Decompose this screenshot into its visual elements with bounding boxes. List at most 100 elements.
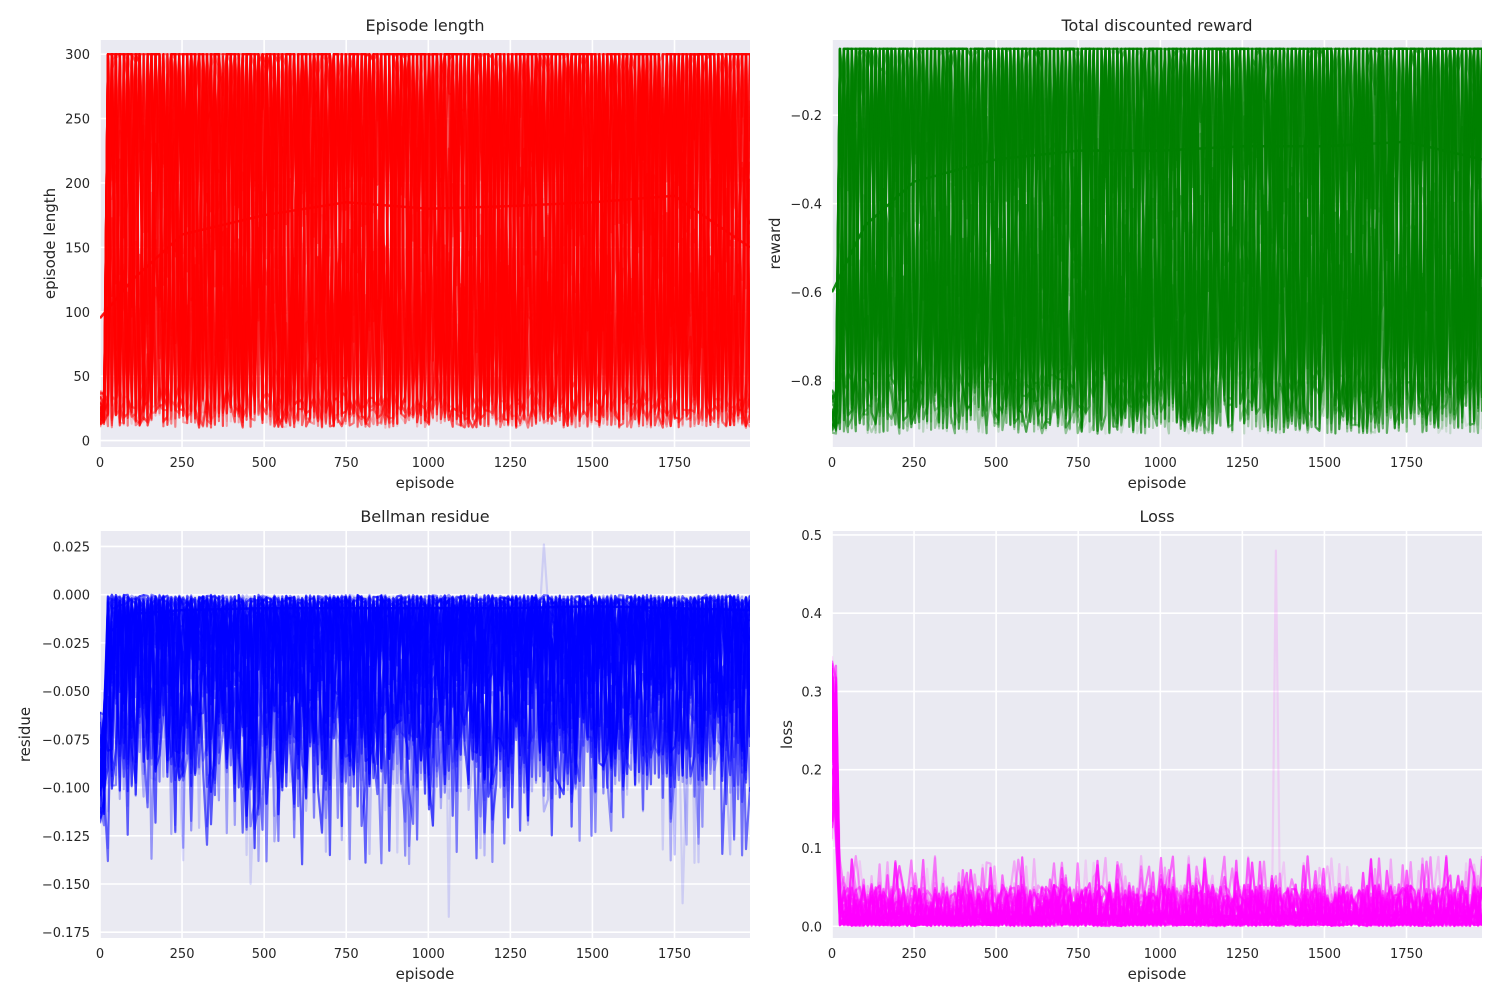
x-tick-label: 1500 [576, 456, 609, 471]
run-line [832, 47, 1482, 435]
y-tick-label: 0.025 [53, 540, 90, 555]
x-tick-label: 750 [334, 456, 359, 471]
plot-area [832, 549, 1482, 928]
run-line [832, 689, 1482, 928]
run-line [100, 53, 750, 429]
x-tick-label: 0 [96, 456, 104, 471]
subplot-4: 0 250 500 750 1000 1250 1500 1750 0.0 0.1 0.2 0.3 0.… [778, 507, 1482, 983]
x-tick-label: 500 [252, 947, 277, 962]
y-tick-label: −0.6 [790, 286, 822, 301]
x-tick-label: 1000 [412, 456, 445, 471]
axes-background [832, 531, 1482, 938]
chart-title: Loss [1139, 507, 1174, 526]
y-tick-label: −0.100 [42, 782, 90, 797]
run-line [832, 47, 1482, 435]
x-tick-label: 750 [334, 947, 359, 962]
y-tick-label: −0.025 [42, 637, 90, 652]
y-axis-label: reward [766, 218, 784, 270]
y-tick-label: 150 [65, 241, 90, 256]
x-tick-label: 1250 [494, 456, 527, 471]
x-tick-label: 750 [1066, 456, 1091, 471]
y-tick-label: −0.125 [42, 830, 90, 845]
y-tick-label: 250 [65, 113, 90, 128]
subplot-1: 0 250 500 750 1000 1250 1500 1750 0 50 100 150 200 25… [41, 16, 750, 492]
y-tick-label: 0.0 [801, 920, 822, 935]
y-axis-label: loss [778, 720, 796, 749]
y-axis-label: residue [16, 707, 34, 762]
x-tick-label: 250 [170, 456, 195, 471]
x-tick-label: 750 [1066, 947, 1091, 962]
y-tick-label: 0.1 [801, 842, 822, 857]
series-line [100, 194, 750, 320]
run-line [832, 47, 1482, 434]
series-line [832, 140, 1482, 293]
y-tick-label: −0.150 [42, 878, 90, 893]
x-tick-label: 250 [170, 947, 195, 962]
run-line [832, 47, 1482, 433]
x-tick-label: 1750 [658, 456, 691, 471]
series-line [100, 604, 750, 788]
run-line [100, 594, 750, 850]
y-tick-label: −0.8 [790, 375, 822, 390]
run-line [832, 790, 1482, 928]
y-tick-label: 0.2 [801, 764, 822, 779]
run-line [832, 47, 1482, 432]
y-tick-label: 0.5 [801, 529, 822, 544]
y-tick-label: 50 [73, 370, 90, 385]
subplot-3: 0 250 500 750 1000 1250 1500 1750 0.025 0.000 −0.0… [16, 507, 750, 983]
run-line [100, 594, 750, 836]
y-tick-label: 0.3 [801, 685, 822, 700]
y-tick-label: 300 [65, 48, 90, 63]
run-line [100, 53, 750, 429]
x-tick-label: 1000 [412, 947, 445, 962]
x-tick-label: 500 [984, 947, 1009, 962]
x-axis-label: episode [1128, 965, 1187, 983]
subplot-2: 0 250 500 750 1000 1250 1500 1750 −0.8 −0.6 −0.4 −0… [766, 16, 1482, 492]
x-tick-label: 500 [252, 456, 277, 471]
chart-title: Bellman residue [360, 507, 489, 526]
y-tick-label: −0.075 [42, 733, 90, 748]
run-line [100, 53, 750, 429]
x-axis-label: episode [396, 965, 455, 983]
run-line [832, 768, 1482, 928]
x-tick-label: 250 [902, 947, 927, 962]
y-tick-label: 100 [65, 306, 90, 321]
x-tick-label: 1250 [494, 947, 527, 962]
x-tick-label: 1000 [1144, 947, 1177, 962]
x-tick-label: 1500 [576, 947, 609, 962]
x-tick-label: 0 [828, 947, 836, 962]
x-tick-label: 500 [984, 456, 1009, 471]
y-tick-label: 200 [65, 177, 90, 192]
run-line [100, 593, 750, 846]
x-tick-label: 1750 [1390, 456, 1423, 471]
x-tick-label: 1000 [1144, 456, 1177, 471]
plot-area [832, 47, 1482, 435]
y-tick-label: −0.175 [42, 926, 90, 941]
chart-title: Episode length [366, 16, 485, 35]
y-tick-label: 0.4 [801, 607, 822, 622]
run-line [100, 594, 750, 864]
y-tick-label: 0 [82, 435, 90, 450]
y-axis-label: episode length [41, 188, 59, 299]
plot-area [100, 53, 750, 429]
run-line [100, 594, 750, 851]
x-tick-label: 1250 [1226, 947, 1259, 962]
x-tick-label: 250 [902, 456, 927, 471]
x-tick-label: 1500 [1308, 456, 1341, 471]
y-tick-label: 0.000 [53, 589, 90, 604]
x-tick-label: 1500 [1308, 947, 1341, 962]
x-tick-label: 1750 [658, 947, 691, 962]
x-tick-label: 1750 [1390, 947, 1423, 962]
x-tick-label: 0 [828, 456, 836, 471]
series-line [832, 667, 1482, 920]
chart-title: Total discounted reward [1060, 16, 1252, 35]
y-tick-label: −0.2 [790, 109, 822, 124]
x-axis-label: episode [396, 474, 455, 492]
x-tick-label: 0 [96, 947, 104, 962]
plot-area [100, 543, 750, 918]
y-tick-label: −0.050 [42, 685, 90, 700]
x-tick-label: 1250 [1226, 456, 1259, 471]
x-axis-label: episode [1128, 474, 1187, 492]
y-tick-label: −0.4 [790, 198, 822, 213]
